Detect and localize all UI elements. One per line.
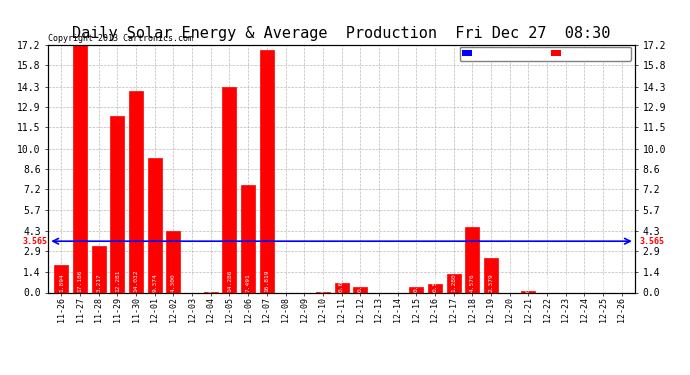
Bar xyxy=(55,265,68,292)
Text: 12.281: 12.281 xyxy=(115,269,120,292)
Text: 0.050: 0.050 xyxy=(208,273,213,292)
Text: 0.000: 0.000 xyxy=(283,273,288,292)
Text: 9.374: 9.374 xyxy=(152,273,157,292)
Bar xyxy=(129,91,143,292)
Bar xyxy=(110,116,124,292)
Text: 0.000: 0.000 xyxy=(544,273,549,292)
Text: 0.077: 0.077 xyxy=(526,273,531,292)
Bar xyxy=(148,158,161,292)
Bar xyxy=(428,285,442,292)
Text: 3.565: 3.565 xyxy=(23,237,48,246)
Text: 0.628: 0.628 xyxy=(339,273,344,292)
Text: 14.286: 14.286 xyxy=(227,269,232,292)
Bar xyxy=(484,258,498,292)
Bar xyxy=(465,226,480,292)
Text: 0.000: 0.000 xyxy=(507,273,512,292)
Bar xyxy=(73,45,87,292)
Text: 0.000: 0.000 xyxy=(600,273,606,292)
Text: 0.000: 0.000 xyxy=(377,273,382,292)
Bar xyxy=(222,87,237,292)
Text: 0.000: 0.000 xyxy=(302,273,306,292)
Text: Copyright 2013 Cartronics.com: Copyright 2013 Cartronics.com xyxy=(48,33,193,42)
Bar xyxy=(409,287,423,292)
Text: 0.375: 0.375 xyxy=(414,273,419,292)
Bar xyxy=(522,291,535,292)
Legend: Average  (kWh), Daily  (kWh): Average (kWh), Daily (kWh) xyxy=(460,47,631,61)
Text: 3.565: 3.565 xyxy=(640,237,664,246)
Text: 0.557: 0.557 xyxy=(433,273,437,292)
Text: 4.576: 4.576 xyxy=(470,273,475,292)
Text: 0.000: 0.000 xyxy=(582,273,587,292)
Text: 3.217: 3.217 xyxy=(96,273,101,292)
Text: 0.000: 0.000 xyxy=(395,273,400,292)
Text: 0.000: 0.000 xyxy=(190,273,195,292)
Bar xyxy=(166,231,181,292)
Text: 4.300: 4.300 xyxy=(171,273,176,292)
Text: 0.361: 0.361 xyxy=(357,273,363,292)
Text: 0.000: 0.000 xyxy=(563,273,568,292)
Bar xyxy=(241,185,255,292)
Text: 7.491: 7.491 xyxy=(246,273,250,292)
Bar xyxy=(92,246,106,292)
Text: 2.379: 2.379 xyxy=(489,273,493,292)
Text: 14.032: 14.032 xyxy=(134,269,139,292)
Bar xyxy=(260,51,274,292)
Text: 16.819: 16.819 xyxy=(264,269,269,292)
Bar xyxy=(446,274,461,292)
Bar xyxy=(335,284,348,292)
Text: 1.894: 1.894 xyxy=(59,273,64,292)
Bar xyxy=(353,287,367,292)
Title: Daily Solar Energy & Average  Production  Fri Dec 27  08:30: Daily Solar Energy & Average Production … xyxy=(72,26,611,41)
Text: 0.064: 0.064 xyxy=(320,273,326,292)
Text: 17.186: 17.186 xyxy=(77,269,83,292)
Text: 1.280: 1.280 xyxy=(451,273,456,292)
Text: 0.000: 0.000 xyxy=(619,273,624,292)
